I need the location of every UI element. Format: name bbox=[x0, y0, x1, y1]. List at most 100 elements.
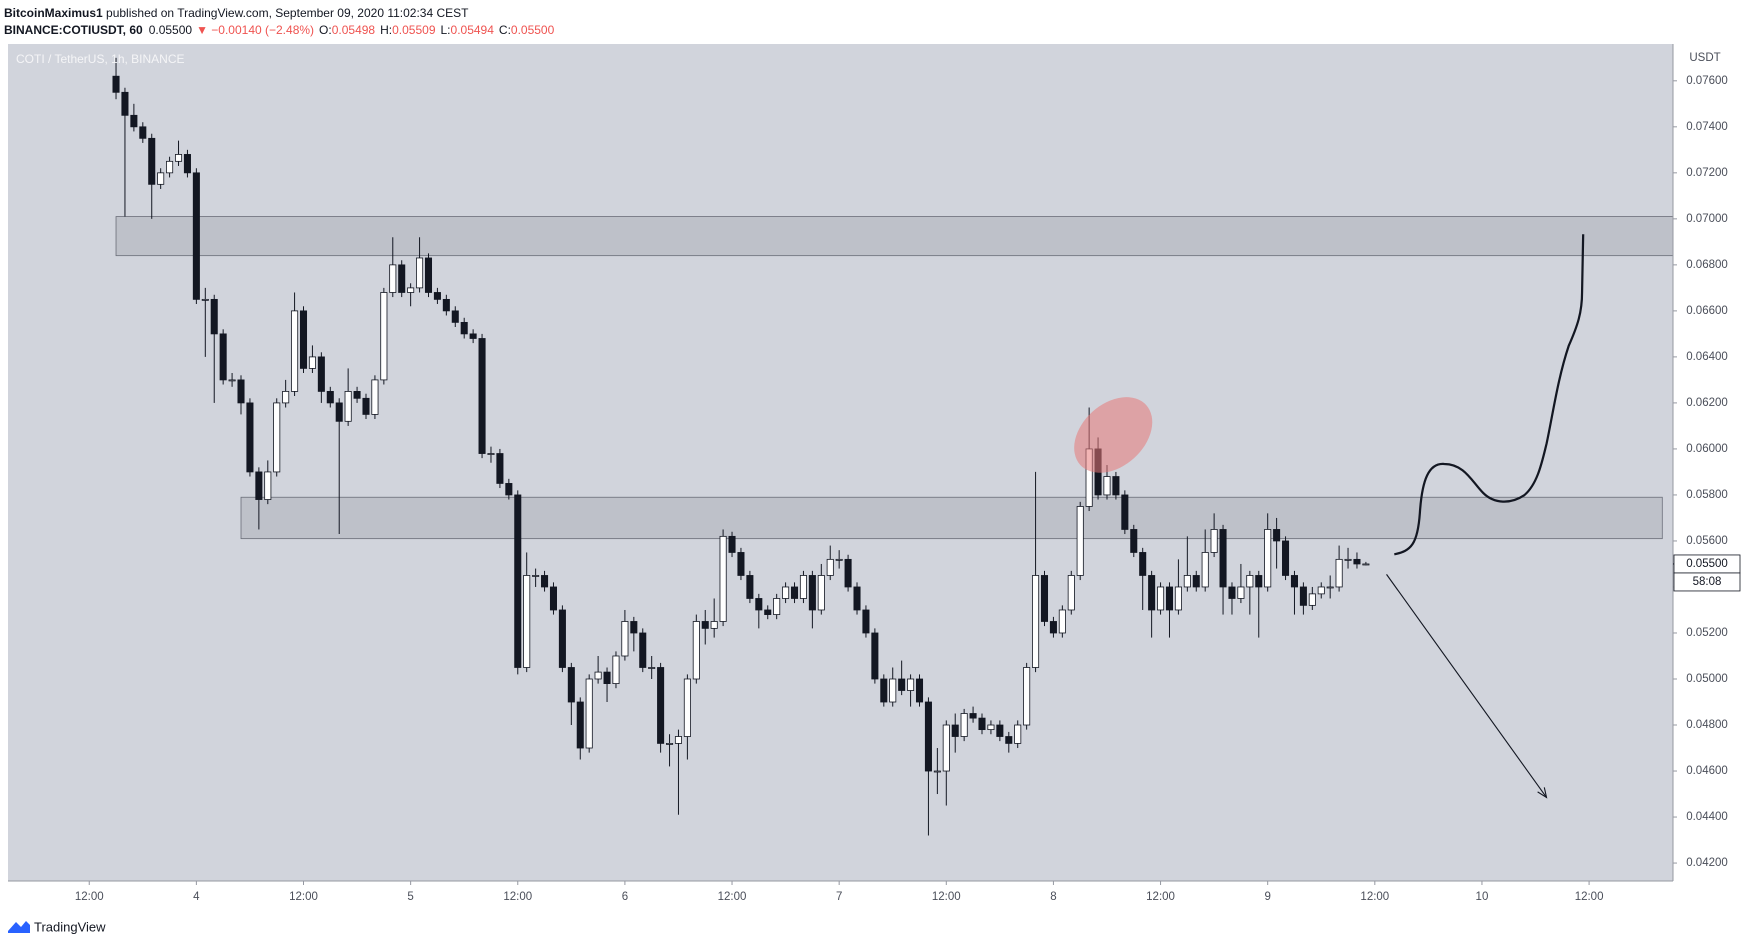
candle-body bbox=[1210, 529, 1218, 553]
candle-body bbox=[960, 713, 968, 737]
candle-body bbox=[505, 483, 513, 496]
candle-body bbox=[1148, 575, 1156, 611]
candle-body bbox=[1282, 540, 1290, 576]
candle-body bbox=[264, 471, 272, 500]
candle-body bbox=[942, 724, 950, 772]
candle-body bbox=[1317, 586, 1325, 595]
candle-body bbox=[478, 338, 486, 454]
candle-body bbox=[469, 333, 477, 339]
ohlc-value: 0.05498 bbox=[332, 23, 376, 37]
candle-body bbox=[558, 609, 566, 668]
brand: TradingView bbox=[34, 919, 106, 934]
y-tick-label: 0.07200 bbox=[1686, 167, 1728, 179]
candle-body bbox=[1192, 575, 1200, 588]
candle-body bbox=[835, 558, 843, 561]
x-tick-label: 12:00 bbox=[75, 891, 104, 903]
candle-body bbox=[1165, 586, 1174, 611]
candle-body bbox=[1362, 563, 1370, 566]
price-change: ▼ −0.00140 (−2.48%) bbox=[196, 23, 314, 37]
candle-body bbox=[639, 632, 647, 668]
candle-body bbox=[1040, 575, 1049, 622]
candle-body bbox=[174, 154, 183, 162]
logo-mark bbox=[8, 921, 30, 933]
candle-body bbox=[674, 736, 682, 744]
candle-body bbox=[112, 75, 120, 93]
candle-body bbox=[1005, 736, 1013, 744]
candle-body bbox=[1174, 586, 1182, 611]
logo: TradingView bbox=[8, 919, 106, 934]
candle-body bbox=[299, 310, 308, 369]
candle-body bbox=[764, 609, 772, 615]
candle-body bbox=[1326, 586, 1334, 589]
candle-body bbox=[353, 391, 361, 399]
candle-body bbox=[710, 621, 718, 629]
y-tick-label: 0.07000 bbox=[1686, 213, 1728, 225]
candle-body bbox=[424, 257, 433, 293]
price-zone bbox=[115, 216, 1674, 257]
candle-body bbox=[514, 494, 522, 668]
candle-body bbox=[594, 671, 602, 680]
candle-body bbox=[1228, 586, 1236, 599]
x-tick-label: 10 bbox=[1476, 891, 1489, 903]
projection-curve bbox=[1394, 234, 1585, 556]
candle-body bbox=[1201, 552, 1209, 588]
ohlc-label: H: bbox=[380, 23, 392, 37]
candle-body bbox=[487, 453, 495, 455]
candle-body bbox=[719, 535, 727, 622]
x-tick-label: 7 bbox=[836, 891, 842, 903]
candle-body bbox=[630, 621, 638, 634]
candle-body bbox=[308, 356, 316, 369]
candle-body bbox=[844, 558, 852, 588]
y-tick-label: 0.04400 bbox=[1686, 811, 1728, 823]
x-tick-label: 12:00 bbox=[932, 891, 961, 903]
candle-body bbox=[1299, 586, 1307, 606]
candle-body bbox=[442, 298, 450, 312]
candle-body bbox=[228, 379, 236, 382]
candle-body bbox=[326, 391, 334, 404]
candle-body bbox=[782, 586, 790, 599]
candle-body bbox=[978, 717, 986, 731]
y-tick-label: 0.04200 bbox=[1686, 857, 1728, 869]
y-tick-label: 0.04800 bbox=[1686, 719, 1728, 731]
candle-body bbox=[219, 333, 227, 381]
candle-body bbox=[737, 552, 745, 576]
candle-body bbox=[183, 154, 191, 174]
candle-body bbox=[603, 671, 611, 684]
ohlc-label: C: bbox=[499, 23, 511, 37]
candle-body bbox=[291, 310, 299, 392]
candle-body bbox=[148, 137, 156, 185]
candle-body bbox=[907, 678, 915, 691]
header-line: BitcoinMaximus1 published on TradingView… bbox=[4, 6, 469, 20]
x-tick-label: 4 bbox=[193, 891, 200, 903]
y-tick-label: 0.06600 bbox=[1686, 305, 1728, 317]
candle-body bbox=[380, 292, 388, 381]
candle-body bbox=[1130, 529, 1138, 553]
candle-body bbox=[460, 321, 468, 335]
candle-body bbox=[889, 678, 897, 703]
y-tick-label: 0.07600 bbox=[1686, 75, 1728, 87]
candle-body bbox=[451, 310, 459, 323]
candle-body bbox=[282, 391, 290, 404]
y-tick-label: 0.06400 bbox=[1686, 351, 1728, 363]
candle-body bbox=[1023, 667, 1031, 726]
candle-body bbox=[871, 632, 879, 680]
x-tick-label: 12:00 bbox=[1146, 891, 1175, 903]
candle-body bbox=[1290, 575, 1298, 588]
projection-arrow bbox=[1386, 574, 1547, 798]
symbol-line: BINANCE:COTIUSDT, 60 0.05500 ▼ −0.00140 (−… bbox=[4, 23, 555, 37]
candle-body bbox=[585, 678, 593, 749]
pane-label: COTI / TetherUS, 1h, BINANCE bbox=[16, 52, 185, 66]
candle-body bbox=[1049, 621, 1057, 634]
x-tick-label: 12:00 bbox=[718, 891, 747, 903]
x-tick-label: 5 bbox=[407, 891, 413, 903]
plot-layer bbox=[112, 57, 1674, 836]
candle-body bbox=[817, 575, 825, 611]
candle-body bbox=[121, 91, 129, 116]
candle-body bbox=[799, 575, 807, 599]
candle-body bbox=[576, 701, 584, 749]
candle-body bbox=[255, 471, 263, 500]
candle-body bbox=[996, 724, 1004, 737]
ohlc-value: 0.05500 bbox=[511, 23, 555, 37]
y-tick-label: 0.06000 bbox=[1686, 443, 1728, 455]
candle-body bbox=[335, 402, 343, 422]
